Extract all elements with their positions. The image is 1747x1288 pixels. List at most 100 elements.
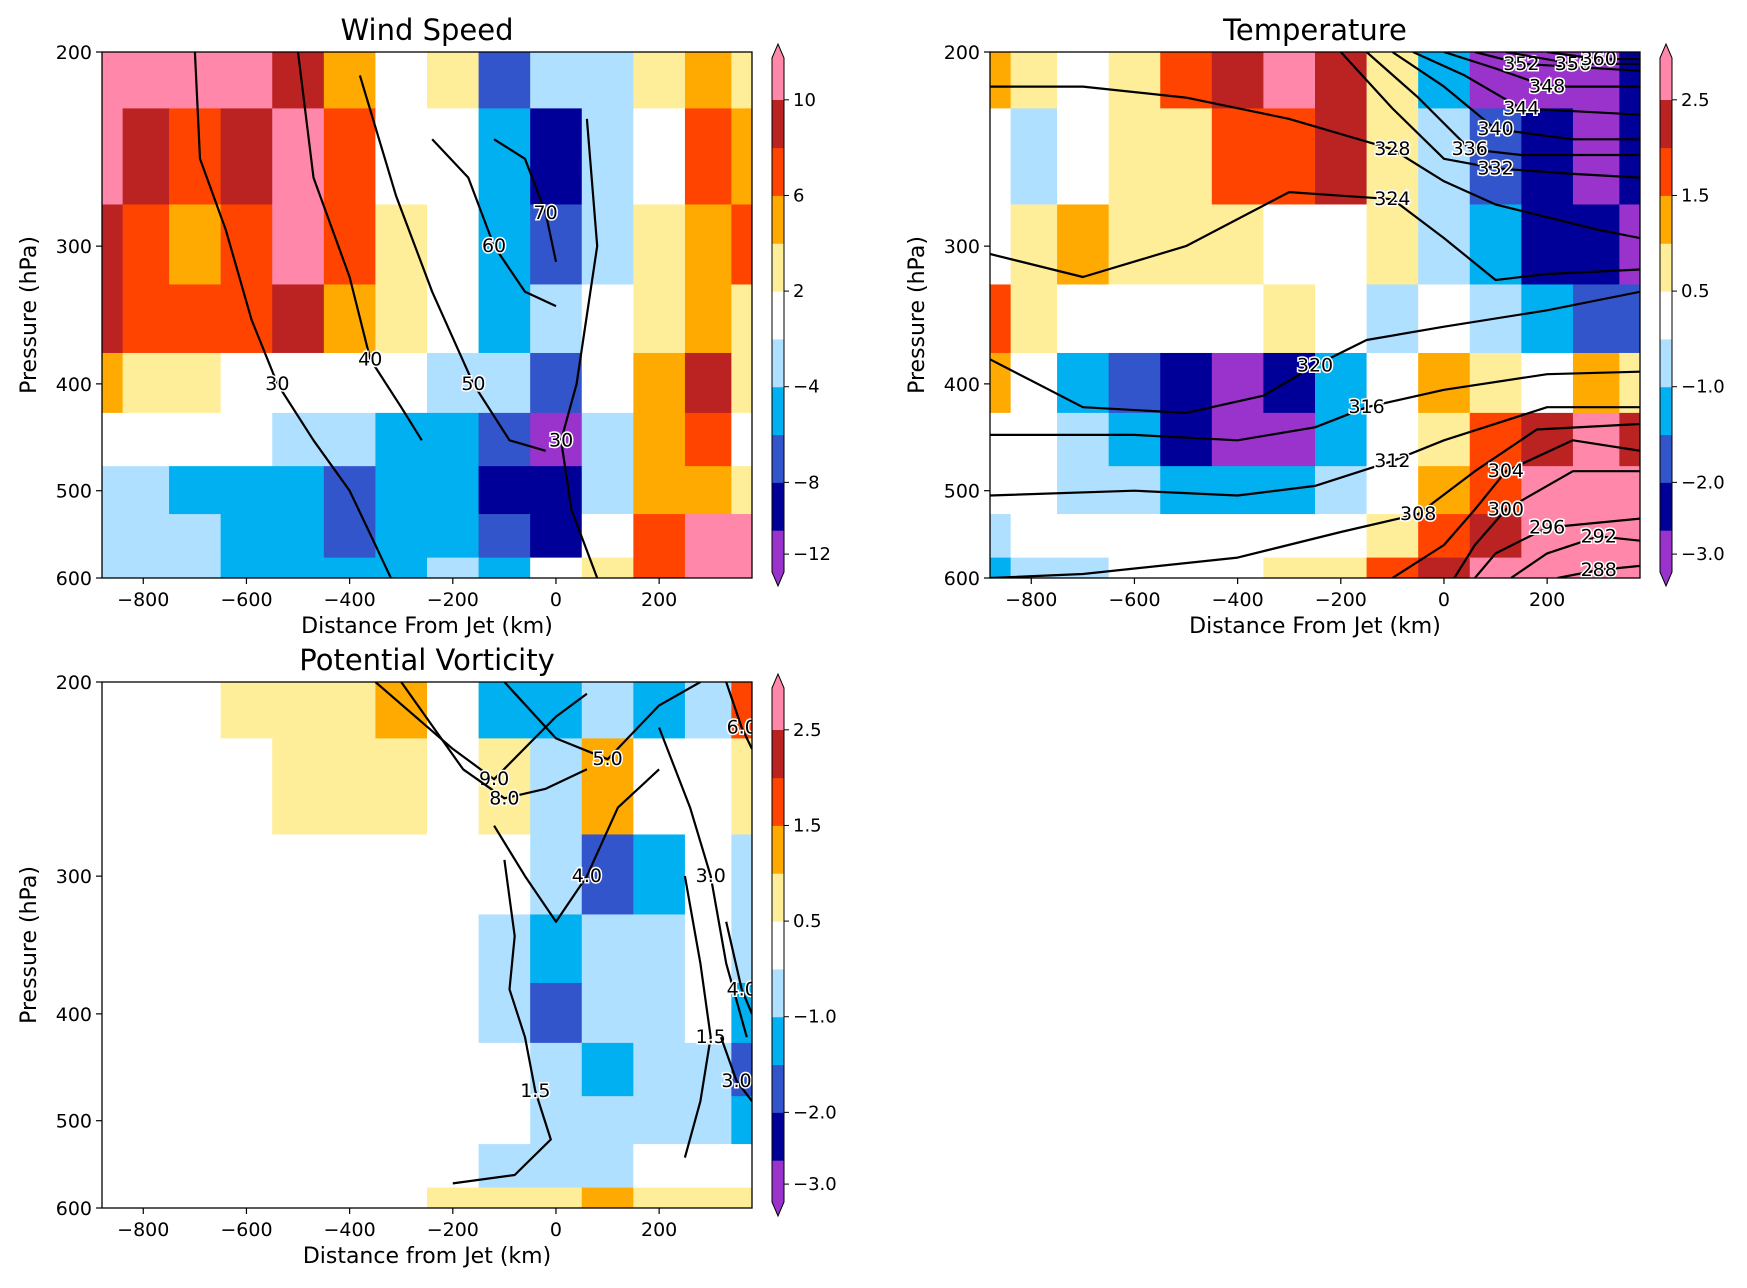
contour-label: 296 <box>1529 517 1565 539</box>
contour-line <box>493 138 558 263</box>
shading-cell <box>1108 352 1161 414</box>
shading-cell <box>122 412 170 467</box>
panel-1: 30 40 50 60 70 30 −800 −600 −400 −200 0 200 200 300 40… <box>17 13 831 639</box>
colorbar-segment <box>1660 147 1672 196</box>
shading-cell <box>1263 204 1316 286</box>
shading-cell <box>323 514 377 559</box>
shading-cell <box>272 682 325 739</box>
y-tick-label: 300 <box>944 236 980 258</box>
shading-cell <box>1211 466 1265 515</box>
y-tick-label: 500 <box>56 481 92 503</box>
shading-cell <box>530 834 583 916</box>
colorbar-segment <box>772 1160 784 1216</box>
shading-cell <box>122 52 170 109</box>
shading-cell <box>122 557 170 578</box>
shading-cell <box>169 834 222 916</box>
shading-cell <box>272 1096 325 1145</box>
x-tick-label: 0 <box>1438 589 1450 611</box>
shading-cell <box>220 1187 273 1208</box>
shading-cell <box>375 682 428 739</box>
shading-cell <box>684 352 732 414</box>
colorbar: 10 6 2 −4 −8 −12 <box>771 42 831 588</box>
x-tick-label: 200 <box>1529 589 1565 611</box>
shading-cell <box>1521 352 1574 414</box>
shading-cell <box>1572 52 1620 109</box>
contour-label: 332 <box>1477 157 1513 179</box>
colorbar-tick-label: −2.0 <box>1681 472 1725 493</box>
x-tick-label: −400 <box>324 589 376 611</box>
shading-cell <box>684 412 732 467</box>
colorbar-segment <box>772 1112 784 1161</box>
contour-label: 3.0 <box>696 865 726 887</box>
shading-cell <box>375 982 428 1044</box>
shading-cell <box>102 557 124 578</box>
shading-cell <box>581 514 634 559</box>
shading-cell <box>220 1042 273 1097</box>
colorbar-segment <box>1660 386 1672 436</box>
shading-cell <box>1211 352 1265 414</box>
shading-cell <box>427 108 480 206</box>
shading-cell <box>1418 204 1471 286</box>
shading-cell <box>684 914 732 984</box>
y-tick-label: 300 <box>56 866 92 888</box>
colorbar-segment <box>772 921 784 970</box>
shading-cell <box>102 352 124 414</box>
colorbar-segment <box>772 147 784 196</box>
shading-cell <box>1160 284 1213 354</box>
colorbar-segment <box>772 99 784 149</box>
contour-label: 4.0 <box>572 865 602 887</box>
contour-label: 320 <box>1297 355 1333 377</box>
shading-cell <box>684 466 732 515</box>
shading-cell <box>731 1187 752 1208</box>
shading-cell <box>1469 352 1522 414</box>
shading-cell <box>581 834 634 916</box>
shading-cell <box>1315 557 1368 578</box>
shading-cell <box>1619 204 1640 286</box>
shading-cell <box>1619 284 1640 354</box>
shading-cell <box>478 1042 531 1097</box>
shading-cell <box>731 514 752 559</box>
contour-label: 300 <box>1488 498 1524 520</box>
shading-cell <box>990 514 1012 559</box>
contour-line <box>683 875 712 1158</box>
contour-label: 344 <box>1503 97 1539 119</box>
shading-cell <box>1211 284 1265 354</box>
shading-cell <box>1010 284 1058 354</box>
shading-cell <box>427 1096 480 1145</box>
shading-cell <box>1418 284 1471 354</box>
shading-cell <box>633 1187 686 1208</box>
shading-cell <box>990 412 1012 467</box>
shading-cell <box>684 108 732 206</box>
shading-cell <box>731 914 752 984</box>
y-tick-label: 600 <box>56 568 92 590</box>
shading-cell <box>323 1144 377 1189</box>
x-tick-label: 200 <box>641 589 677 611</box>
shading-cell <box>1160 466 1213 515</box>
x-tick-label: −200 <box>427 1219 479 1241</box>
colorbar-segment <box>772 291 784 340</box>
shading-cell <box>272 352 325 414</box>
shading-cell <box>122 204 170 286</box>
shading-cell <box>530 52 583 109</box>
shading-cell <box>375 834 428 916</box>
shading-cell <box>122 738 170 836</box>
shading-cell <box>633 52 686 109</box>
shading-cell <box>220 682 273 739</box>
x-tick-label: −800 <box>117 589 169 611</box>
shading-cell <box>272 1042 325 1097</box>
colorbar-segment <box>1660 99 1672 149</box>
x-tick-label: −800 <box>117 1219 169 1241</box>
chart-title: Potential Vorticity <box>299 643 554 677</box>
shading-cell <box>1010 557 1058 578</box>
shading-cell <box>684 834 732 916</box>
shading-cell <box>323 1187 377 1208</box>
shading-cell <box>323 352 377 414</box>
shading-cell <box>1619 412 1640 467</box>
shading-cell <box>427 834 480 916</box>
shading-cell <box>102 412 124 467</box>
shading-cell <box>1108 108 1161 206</box>
shading-cell <box>1619 352 1640 414</box>
shading-cell <box>478 834 531 916</box>
colorbar-segment <box>772 729 784 779</box>
shading-cell <box>272 914 325 984</box>
